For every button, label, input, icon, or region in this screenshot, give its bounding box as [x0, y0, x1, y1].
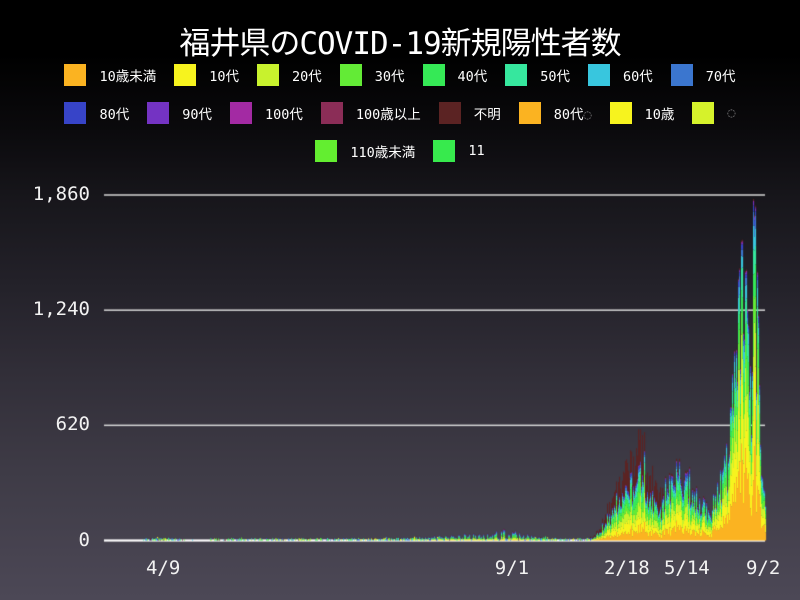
- x-tick-label: 9/1: [494, 557, 530, 579]
- y-tick-label: 1,240: [32, 298, 90, 321]
- x-tick-label: 5/14: [663, 557, 710, 579]
- x-tick-label: 2/18: [603, 557, 650, 579]
- y-tick-label: 0: [78, 528, 90, 551]
- x-tick-label: 9/2: [745, 557, 781, 579]
- x-tick-label: 4/9: [145, 557, 181, 579]
- y-tick-label: 620: [55, 413, 90, 436]
- y-tick-label: 1,860: [32, 183, 90, 205]
